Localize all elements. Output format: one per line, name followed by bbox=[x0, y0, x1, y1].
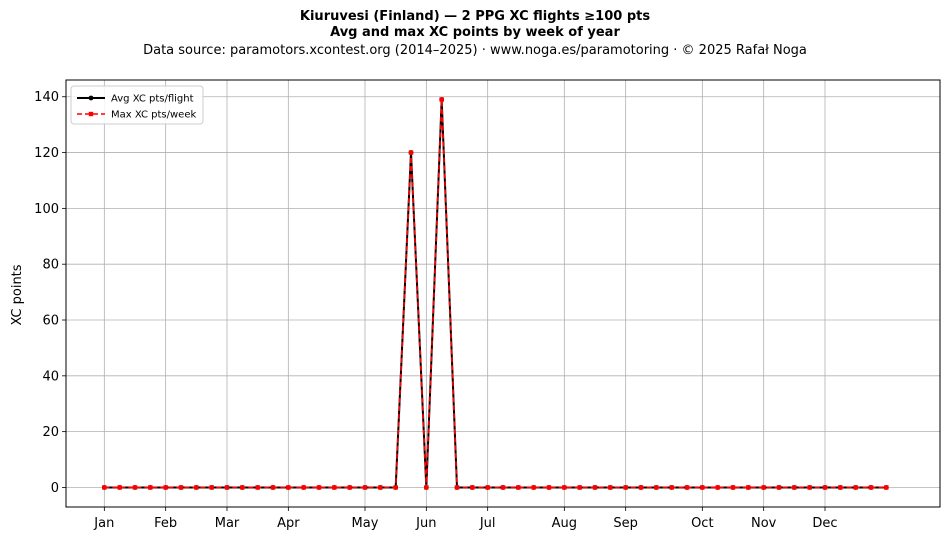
data-point-max bbox=[562, 485, 567, 490]
plot-frame bbox=[65, 79, 941, 508]
data-point-max bbox=[822, 485, 828, 490]
x-tick-label-dec: Dec bbox=[812, 516, 837, 531]
data-point-max bbox=[194, 485, 199, 490]
x-tick-label-jul: Jul bbox=[479, 516, 496, 531]
legend-label: Max XC pts/week bbox=[111, 110, 196, 121]
series-line-avg-xc-pts-flight bbox=[104, 98, 887, 489]
data-point-max bbox=[669, 485, 674, 490]
data-point-max bbox=[224, 485, 230, 490]
data-point-max bbox=[378, 485, 383, 490]
data-point-max bbox=[163, 485, 168, 490]
data-point-max bbox=[715, 485, 720, 490]
y-tick-label: 120 bbox=[34, 146, 59, 161]
data-point-max bbox=[868, 485, 874, 490]
x-tick-label-sep: Sep bbox=[613, 516, 638, 531]
data-point-max bbox=[700, 485, 705, 490]
y-tick-label: 20 bbox=[42, 425, 59, 440]
data-point-max bbox=[240, 485, 245, 490]
data-point-max bbox=[500, 485, 506, 490]
data-point-max bbox=[255, 485, 260, 490]
data-point-max bbox=[148, 485, 153, 490]
data-point-max bbox=[301, 485, 306, 490]
chart-subtitle: Avg and max XC points by week of year bbox=[330, 25, 620, 40]
y-tick-label: 140 bbox=[34, 90, 59, 105]
y-tick-label: 60 bbox=[42, 314, 59, 329]
data-point-max bbox=[470, 485, 475, 490]
grid-lines bbox=[66, 80, 940, 507]
data-point-max bbox=[638, 485, 644, 490]
data-point-max bbox=[332, 485, 337, 490]
x-tick-label-jan: Jan bbox=[93, 516, 114, 531]
x-tick-label-feb: Feb bbox=[154, 516, 177, 531]
data-point-max bbox=[776, 485, 782, 490]
data-source-note: Data source: paramotors.xcontest.org (20… bbox=[143, 43, 807, 58]
legend: Avg XC pts/flight Max XC pts/week bbox=[70, 85, 204, 125]
data-point-max bbox=[485, 485, 490, 490]
data-point-max bbox=[730, 485, 736, 490]
series-layer bbox=[101, 97, 889, 490]
series-line-max-xc-pts-week bbox=[104, 98, 887, 489]
x-tick-label-oct: Oct bbox=[691, 516, 713, 531]
y-tick-label: 40 bbox=[42, 369, 59, 384]
x-tick-label-apr: Apr bbox=[277, 516, 300, 531]
data-point-max bbox=[792, 485, 797, 490]
x-tick-label-may: May bbox=[352, 516, 379, 531]
data-point-max bbox=[546, 485, 552, 490]
data-point-max bbox=[592, 485, 598, 490]
data-point-max bbox=[838, 485, 843, 490]
data-point-max bbox=[347, 485, 352, 490]
x-tick-label-aug: Aug bbox=[552, 516, 577, 531]
data-point-max bbox=[117, 485, 122, 490]
data-point-max bbox=[853, 485, 858, 490]
data-point-max bbox=[209, 485, 214, 490]
y-axis-label: XC points bbox=[10, 264, 25, 325]
data-point-max bbox=[684, 485, 690, 490]
data-point-max bbox=[316, 485, 322, 490]
data-point-max bbox=[102, 485, 107, 490]
data-point-max bbox=[393, 485, 398, 490]
data-point-max bbox=[577, 485, 582, 490]
data-point-max bbox=[132, 485, 138, 490]
data-point-max bbox=[884, 485, 889, 490]
data-point-max bbox=[454, 485, 460, 490]
y-tick-label: 0 bbox=[51, 481, 59, 496]
chart-title: Kiuruvesi (Finland) — 2 PPG XC flights ≥… bbox=[299, 9, 651, 24]
axes: 0 20 40 60 80 100 120 140 Jan Feb Mar Apr May Jun Jul A… bbox=[34, 90, 837, 531]
data-point-max bbox=[761, 485, 766, 490]
data-point-max bbox=[807, 485, 812, 490]
data-point-max bbox=[178, 485, 184, 490]
x-tick-label-jun: Jun bbox=[415, 516, 436, 531]
data-point-max bbox=[270, 485, 276, 490]
legend-label: Avg XC pts/flight bbox=[111, 94, 194, 105]
x-tick-label-mar: Mar bbox=[215, 516, 240, 531]
data-point-max bbox=[424, 485, 429, 490]
data-point-max bbox=[286, 485, 291, 490]
data-point-max bbox=[623, 485, 628, 490]
data-point-max bbox=[516, 485, 521, 490]
x-tick-label-nov: Nov bbox=[751, 516, 777, 531]
legend-marker bbox=[88, 111, 94, 117]
y-tick-label: 80 bbox=[42, 258, 59, 273]
data-point-max bbox=[746, 485, 751, 490]
legend-marker bbox=[88, 95, 94, 101]
data-point-max bbox=[439, 97, 444, 102]
data-point-max bbox=[608, 485, 613, 490]
y-tick-label: 100 bbox=[34, 202, 59, 217]
data-point-max bbox=[408, 150, 414, 155]
data-point-max bbox=[362, 485, 368, 490]
data-point-max bbox=[531, 485, 536, 490]
data-point-max bbox=[654, 485, 659, 490]
